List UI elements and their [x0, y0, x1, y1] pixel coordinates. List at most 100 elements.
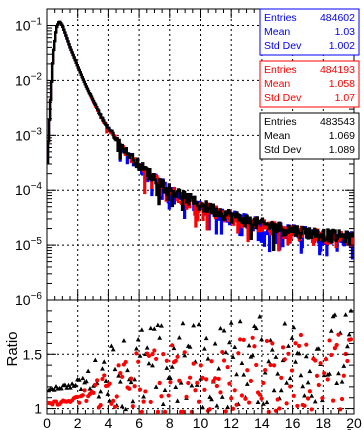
ratio-point-circle — [120, 374, 125, 379]
ratio-point-circle — [284, 401, 289, 406]
ratio-point-triangle — [107, 398, 113, 403]
ratio-point-circle — [202, 387, 207, 392]
ratio-point-triangle — [253, 325, 259, 331]
ratio-point-circle — [270, 341, 275, 346]
ratio-point-circle — [216, 376, 221, 382]
ratio-point-triangle — [112, 366, 118, 372]
ratio-point-triangle — [123, 406, 129, 412]
stat-box-frame — [259, 8, 360, 56]
ratio-point-triangle — [269, 347, 275, 352]
ratio-point-triangle — [241, 372, 247, 377]
ratio-point-circle — [164, 358, 169, 363]
ratio-point-triangle — [157, 335, 163, 340]
ratio-point-triangle — [119, 403, 125, 409]
ratio-point-triangle — [296, 351, 302, 356]
ratio-point-circle — [111, 398, 116, 404]
ratio-point-circle — [159, 394, 164, 399]
ratio-point-circle — [297, 343, 302, 348]
ratio-point-circle — [320, 396, 325, 401]
ratio-point-triangle — [271, 387, 277, 393]
ratio-point-circle — [313, 358, 318, 363]
ratio-point-circle — [248, 378, 253, 384]
stat-box: Entries 484602 Mean 1.03 Std Dev 1.002 — [259, 8, 360, 56]
stat-row-label: Entries — [264, 116, 297, 128]
ratio-point-circle — [275, 397, 280, 402]
ratio-point-circle — [314, 373, 320, 378]
ratio-point-triangle — [62, 382, 68, 387]
ratio-point-circle — [134, 351, 139, 356]
ratio-point-triangle — [159, 323, 164, 328]
stat-row-value: 484602 — [320, 12, 355, 24]
ratio-point-circle — [177, 378, 182, 383]
ratio-point-circle — [323, 357, 329, 362]
stat-row-label: Entries — [264, 64, 297, 76]
ratio-point-triangle — [209, 396, 214, 402]
ratio-point-triangle — [83, 378, 89, 384]
ratio-point-circle — [112, 404, 118, 409]
ratio-point-triangle — [291, 324, 297, 330]
top-y-tick-label: 10−6 — [15, 291, 42, 308]
ratio-x-tick-label: 8 — [166, 415, 174, 430]
stat-row-value: 484193 — [320, 64, 355, 76]
stat-row-label: Std Dev — [264, 144, 302, 156]
ratio-x-tick-label: 0 — [43, 415, 51, 430]
stat-row-label: Mean — [264, 78, 290, 90]
ratio-point-triangle — [116, 373, 121, 378]
ratio-point-triangle — [218, 325, 223, 331]
ratio-point-triangle — [176, 335, 182, 340]
ratio-point-circle — [184, 394, 189, 399]
ratio-point-circle — [293, 341, 298, 346]
ratio-point-triangle — [232, 344, 238, 350]
ratio-point-circle — [75, 394, 80, 400]
ratio-point-triangle — [92, 357, 98, 362]
ratio-point-triangle — [228, 320, 234, 325]
ratio-point-circle — [264, 338, 270, 344]
ratio-point-circle — [282, 357, 287, 362]
ratio-point-circle — [331, 398, 336, 403]
stat-box: Entries 483543 Mean 1.069 Std Dev 1.089 — [259, 112, 360, 160]
ratio-point-triangle — [309, 393, 315, 398]
stat-row-label: Std Dev — [264, 40, 302, 52]
stat-row-label: Entries — [264, 12, 297, 24]
ratio-point-circle — [161, 351, 166, 357]
ratio-point-circle — [309, 407, 314, 412]
ratio-point-triangle — [268, 337, 273, 343]
ratio-point-circle — [345, 358, 350, 364]
ratio-point-triangle — [239, 360, 245, 366]
ratio-point-circle — [304, 342, 309, 347]
ratio-point-triangle — [250, 352, 256, 358]
ratio-point-circle — [157, 380, 162, 386]
ratio-point-triangle — [316, 346, 322, 351]
ratio-point-triangle — [187, 344, 193, 349]
top-y-tick-label: 10−2 — [15, 71, 42, 88]
ratio-point-circle — [139, 409, 144, 414]
ratio-point-circle — [193, 388, 198, 393]
ratio-x-tick-label: 6 — [135, 415, 143, 430]
ratio-point-triangle — [262, 370, 268, 375]
ratio-point-circle — [236, 351, 241, 356]
ratio-point-triangle — [137, 353, 143, 358]
ratio-point-circle — [245, 368, 250, 373]
ratio-x-tick-label: 14 — [254, 415, 270, 430]
ratio-point-circle — [213, 376, 218, 381]
ratio-point-triangle — [134, 346, 139, 351]
ratio-point-circle — [114, 394, 119, 399]
ratio-point-circle — [186, 380, 191, 386]
ratio-point-triangle — [196, 321, 202, 327]
ratio-point-circle — [232, 388, 237, 393]
ratio-point-triangle — [216, 366, 222, 371]
ratio-point-circle — [130, 404, 135, 409]
top-panel-histograms — [46, 20, 355, 260]
ratio-point-triangle — [175, 398, 180, 403]
ratio-point-triangle — [125, 367, 130, 373]
ratio-point-circle — [168, 380, 173, 385]
ratio-point-triangle — [260, 401, 266, 406]
ratio-point-triangle — [214, 403, 220, 408]
ratio-point-triangle — [162, 387, 168, 392]
ratio-point-triangle — [130, 398, 136, 404]
ratio-point-triangle — [105, 391, 111, 396]
ratio-point-circle — [180, 409, 186, 414]
ratio-point-circle — [286, 351, 291, 356]
